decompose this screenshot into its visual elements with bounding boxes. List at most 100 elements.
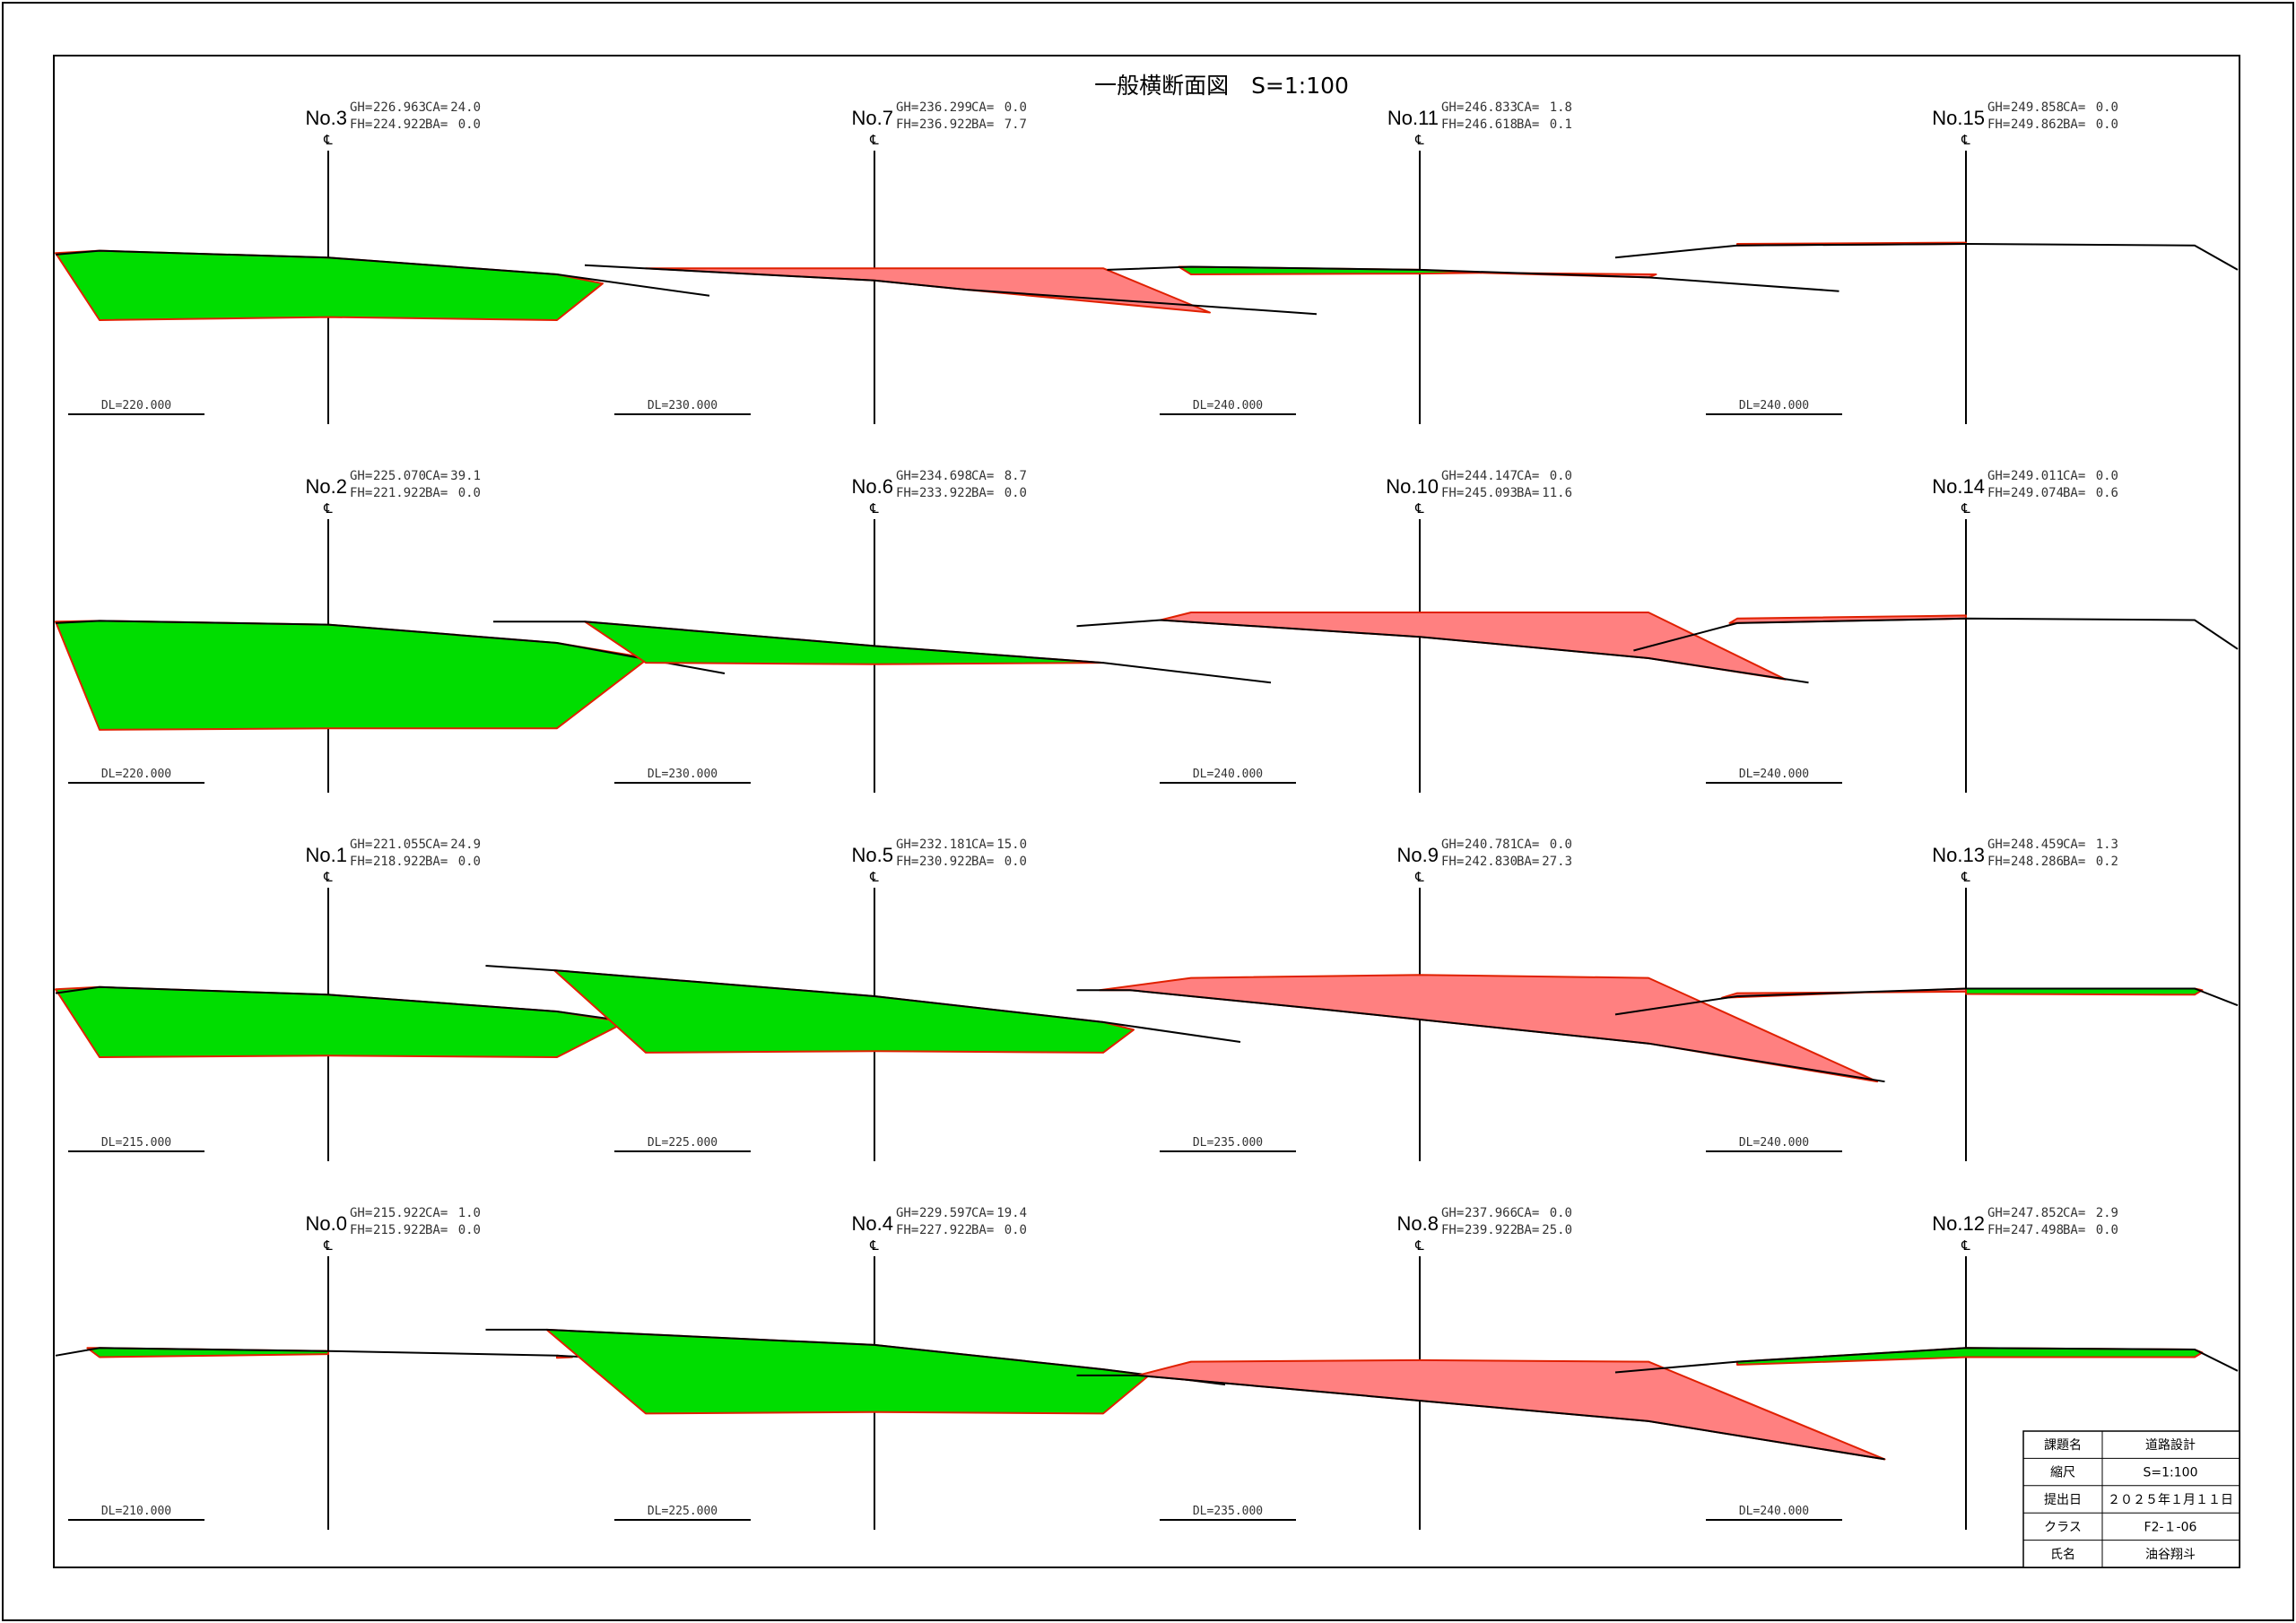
fh-value: 218.922 <box>373 855 426 869</box>
gh-label: GH= <box>896 469 918 483</box>
gh-value: 249.011 <box>2011 469 2064 483</box>
fh-label: FH= <box>1987 117 2010 132</box>
ca-value: 0.0 <box>1550 1206 1572 1220</box>
ba-value: 27.3 <box>1542 855 1572 869</box>
ba-label: BA= <box>971 855 994 869</box>
ground-line <box>55 249 710 297</box>
ground-line <box>1633 617 2239 652</box>
datum-level-label: DL=240.000 <box>1739 768 1809 781</box>
ba-label: BA= <box>425 117 448 132</box>
centerline-symbol: ℄ <box>1414 132 1424 148</box>
datum-level-label: DL=230.000 <box>648 399 718 412</box>
ground-line <box>1107 265 1839 292</box>
gh-value: 248.459 <box>2011 838 2064 852</box>
fh-value: 245.093 <box>1465 486 1518 500</box>
fh-value: 239.922 <box>1465 1223 1518 1237</box>
fh-value: 242.830 <box>1465 855 1518 869</box>
ca-value: 0.0 <box>2096 469 2118 483</box>
fh-label: FH= <box>1441 117 1464 132</box>
centerline-symbol: ℄ <box>1414 1237 1424 1254</box>
centerline-symbol: ℄ <box>869 500 879 516</box>
drawing-frame <box>53 55 2240 1568</box>
ca-label: CA= <box>1517 1206 1539 1220</box>
ca-value: 1.8 <box>1550 100 1572 115</box>
gh-value: 234.698 <box>919 469 972 483</box>
gh-value: 240.781 <box>1465 838 1518 852</box>
fh-label: FH= <box>896 855 918 869</box>
station-label: No.5 <box>852 844 893 866</box>
ba-label: BA= <box>2063 855 2085 869</box>
datum-level-label: DL=240.000 <box>1739 1505 1809 1518</box>
fh-label: FH= <box>1987 855 2010 869</box>
title-block-frame <box>2022 1430 2240 1568</box>
datum-level-label: DL=240.000 <box>1193 399 1263 412</box>
fh-label: FH= <box>896 117 918 132</box>
gh-value: 244.147 <box>1465 469 1518 483</box>
ground-line <box>1614 242 2239 271</box>
datum-level-label: DL=215.000 <box>101 1136 171 1150</box>
ba-value: 0.1 <box>1550 117 1572 132</box>
title-block-value: 道路設計 <box>2145 1438 2196 1453</box>
fh-label: FH= <box>350 855 372 869</box>
fh-label: FH= <box>1987 1223 2010 1237</box>
ca-value: 8.7 <box>1004 469 1027 483</box>
fh-label: FH= <box>1441 1223 1464 1237</box>
ca-value: 0.0 <box>1550 838 1572 852</box>
title-block-label: 縮尺 <box>2050 1466 2075 1480</box>
fh-label: FH= <box>1441 855 1464 869</box>
ca-value: 2.9 <box>2096 1206 2118 1220</box>
fh-label: FH= <box>896 486 918 500</box>
ca-label: CA= <box>2063 100 2085 115</box>
ba-value: 0.0 <box>1004 1223 1027 1237</box>
title-block-label: 提出日 <box>2044 1493 2082 1507</box>
ba-value: 0.0 <box>1004 486 1027 500</box>
ca-label: CA= <box>1517 100 1539 115</box>
centerline-symbol: ℄ <box>1414 500 1424 516</box>
ba-label: BA= <box>425 486 448 500</box>
station-label: No.1 <box>306 844 347 866</box>
centerline-symbol: ℄ <box>323 1237 333 1254</box>
ba-value: 11.6 <box>1542 486 1572 500</box>
gh-label: GH= <box>350 1206 372 1220</box>
ground-line <box>1076 619 1809 684</box>
datum-level-label: DL=230.000 <box>648 768 718 781</box>
ca-label: CA= <box>2063 469 2085 483</box>
station-label: No.13 <box>1932 844 1985 866</box>
fh-value: 224.922 <box>373 117 426 132</box>
gh-label: GH= <box>1987 1206 2010 1220</box>
ca-value: 1.3 <box>2096 838 2118 852</box>
centerline-symbol: ℄ <box>323 500 333 516</box>
ca-value: 0.0 <box>1004 100 1027 115</box>
ca-label: CA= <box>425 100 448 115</box>
datum-level-label: DL=235.000 <box>1193 1505 1263 1518</box>
datum-level-label: DL=225.000 <box>648 1505 718 1518</box>
title-block-value: F2-１-06 <box>2144 1520 2197 1534</box>
gh-label: GH= <box>1987 100 2010 115</box>
ca-value: 24.0 <box>450 100 481 115</box>
ground-line <box>485 965 1241 1043</box>
datum-level-label: DL=220.000 <box>101 768 171 781</box>
title-block-value: S=1:100 <box>2144 1466 2198 1480</box>
ground-line <box>493 621 1272 684</box>
ca-value: 0.0 <box>2096 100 2118 115</box>
title-block-value: ２０２５年１月１１日 <box>2108 1493 2233 1507</box>
fh-value: 215.922 <box>373 1223 426 1237</box>
datum-level-label: DL=240.000 <box>1193 768 1263 781</box>
ba-value: 0.0 <box>458 486 481 500</box>
gh-label: GH= <box>896 100 918 115</box>
gh-label: GH= <box>1987 838 2010 852</box>
ca-value: 24.9 <box>450 838 481 852</box>
ba-value: 0.2 <box>2096 855 2118 869</box>
ba-label: BA= <box>971 117 994 132</box>
ca-label: CA= <box>971 100 994 115</box>
ca-value: 19.4 <box>996 1206 1027 1220</box>
